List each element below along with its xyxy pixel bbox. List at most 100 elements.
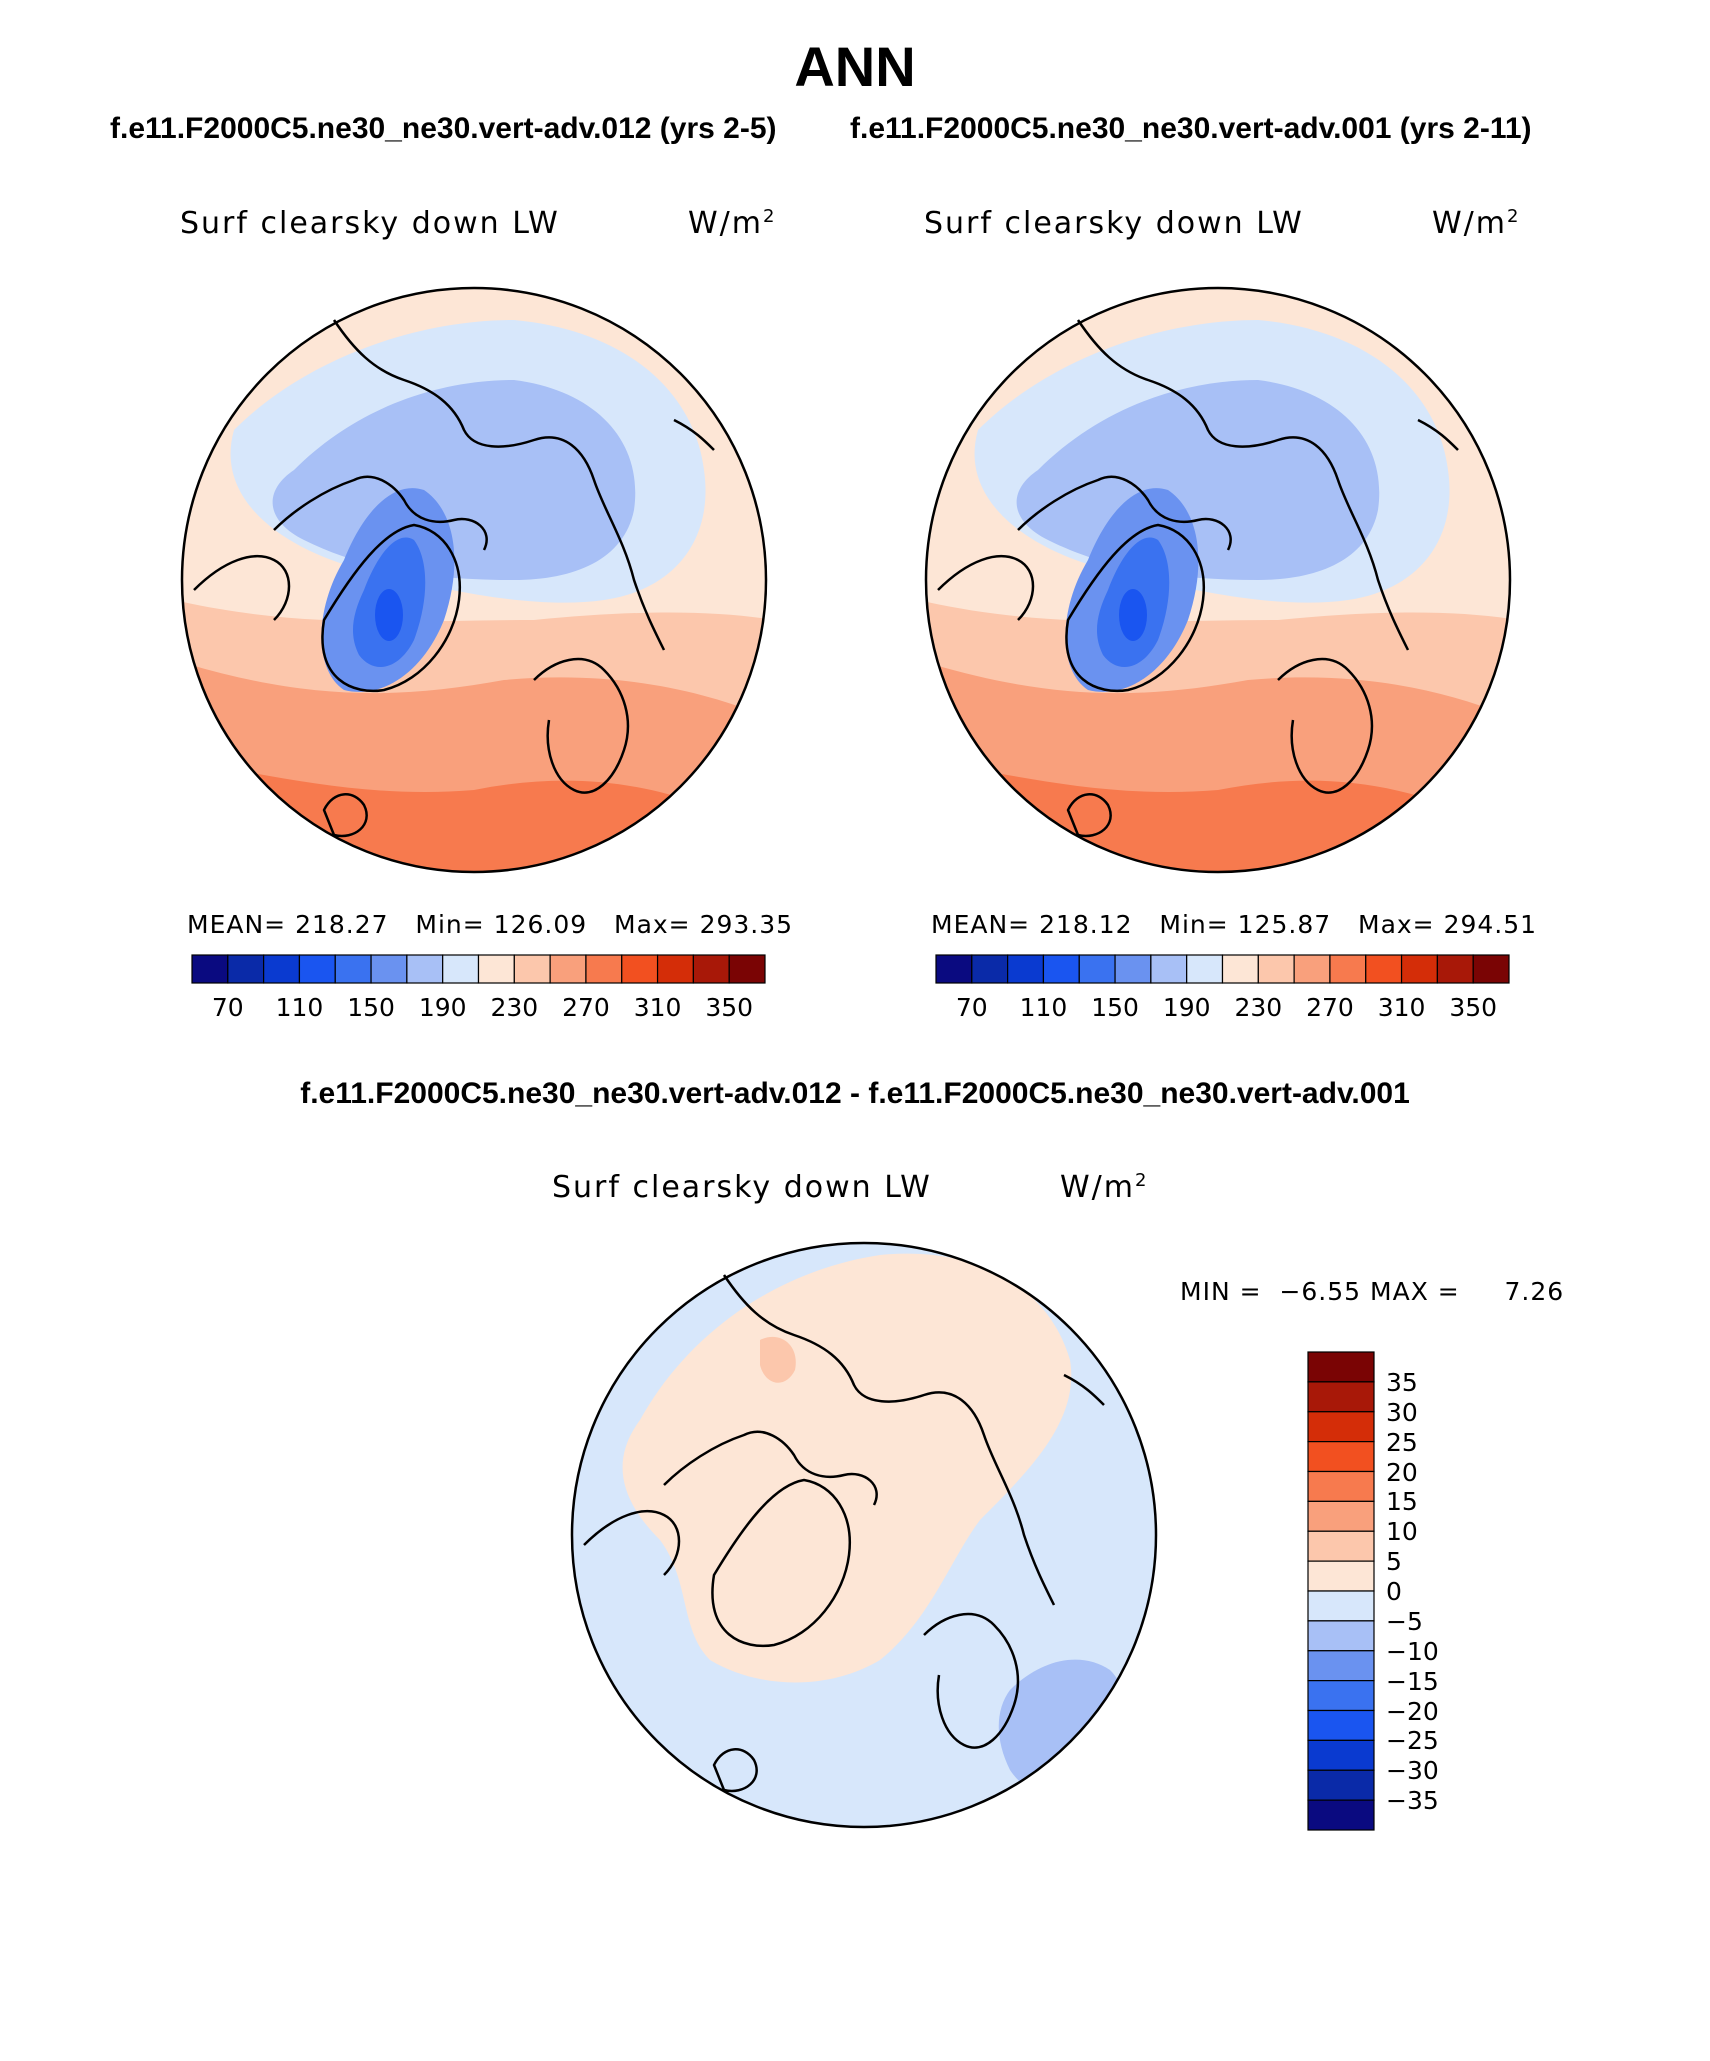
panel2-colorbar-swatch — [1150, 954, 1188, 984]
diff-colorbar-swatch — [1307, 1739, 1375, 1771]
panel2-colorbar-swatch — [1436, 954, 1474, 984]
panel1-colorbar-swatch — [334, 954, 372, 984]
panel1-min-value: 126.09 — [493, 910, 588, 939]
diff-colorbar-tick-label: 15 — [1386, 1487, 1418, 1517]
panel2-colorbar-tick-label: 350 — [1449, 993, 1498, 1022]
diff-colorbar-tick-label: 5 — [1386, 1547, 1402, 1577]
case-title-left: f.e11.F2000C5.ne30_ne30.vert-adv.012 (yr… — [110, 112, 777, 145]
diff-map — [570, 1241, 1158, 1829]
diff-colorbar — [1307, 1351, 1375, 1831]
panel1-colorbar-swatch — [227, 954, 265, 984]
diff-colorbar-swatch — [1307, 1769, 1375, 1801]
diff-colorbar-swatch — [1307, 1560, 1375, 1592]
panel1-colorbar-swatch — [370, 954, 408, 984]
diff-colorbar-tick-label: −25 — [1386, 1726, 1439, 1756]
diff-colorbar-swatch — [1307, 1799, 1375, 1831]
diff-colorbar-swatch — [1307, 1381, 1375, 1413]
panel2-colorbar-swatch — [1329, 954, 1367, 984]
panel2-stats: MEAN= 218.12 Min= 125.87 Max= 294.51 — [931, 910, 1537, 939]
panel1-colorbar-tick-label: 310 — [633, 993, 682, 1022]
panel2-colorbar-swatch — [1472, 954, 1510, 984]
diff-colorbar-swatch — [1307, 1411, 1375, 1443]
panel2-colorbar-tick-label: 70 — [955, 993, 988, 1022]
panel1-colorbar-swatch — [656, 954, 694, 984]
panel1-colorbar-swatch — [585, 954, 623, 984]
panel2-colorbar-tick-label: 270 — [1306, 993, 1354, 1022]
diff-colorbar-tick-label: −35 — [1386, 1786, 1439, 1816]
panel1-colorbar-swatch — [549, 954, 587, 984]
panel2-max-value: 294.51 — [1443, 910, 1538, 939]
panel2-mean-label: MEAN= — [931, 910, 1031, 939]
diff-max-label: MAX = — [1370, 1277, 1460, 1306]
panel1-colorbar-swatch — [728, 954, 766, 984]
panel2-min-label: Min= — [1159, 910, 1229, 939]
panel2-units-label: W/m2 — [1432, 206, 1521, 241]
diff-colorbar-tick-label: −10 — [1386, 1636, 1439, 1666]
diff-colorbar-tick-label: 20 — [1386, 1457, 1418, 1487]
panel2-colorbar-swatch — [1365, 954, 1403, 984]
panel2-min-value: 125.87 — [1237, 910, 1332, 939]
panel2-colorbar-tick-label: 310 — [1377, 993, 1426, 1022]
panel2-map — [924, 286, 1512, 874]
panel1-mean-label: MEAN= — [187, 910, 287, 939]
diff-colorbar-tick-label: 25 — [1386, 1427, 1418, 1457]
panel1-colorbar-swatch — [442, 954, 480, 984]
panel2-colorbar-swatch — [971, 954, 1009, 984]
panel2-colorbar-swatch — [1114, 954, 1152, 984]
panel1-colorbar-tick-label: 150 — [347, 993, 395, 1022]
panel2-colorbar-swatch — [1078, 954, 1116, 984]
panel2-colorbar-swatch — [1293, 954, 1331, 984]
diff-min-value: −6.55 — [1279, 1277, 1362, 1306]
panel1-min-label: Min= — [415, 910, 485, 939]
panel1-colorbar-swatch — [191, 954, 229, 984]
case-title-right: f.e11.F2000C5.ne30_ne30.vert-adv.001 (yr… — [850, 112, 1532, 145]
panel1-colorbar-swatch — [513, 954, 551, 984]
panel1-colorbar-swatch — [406, 954, 444, 984]
diff-colorbar-swatch — [1307, 1590, 1375, 1622]
diff-units-label: W/m2 — [1060, 1170, 1149, 1205]
diff-colorbar-swatch — [1307, 1620, 1375, 1652]
panel1-colorbar-tick-label: 110 — [275, 993, 324, 1022]
diff-max-value: 7.26 — [1504, 1277, 1565, 1306]
difference-title: f.e11.F2000C5.ne30_ne30.vert-adv.012 - f… — [300, 1077, 1410, 1110]
diff-colorbar-swatch — [1307, 1470, 1375, 1502]
panel2-variable-label: Surf clearsky down LW — [924, 206, 1304, 241]
panel2-colorbar-tick-label: 190 — [1162, 993, 1211, 1022]
panel2-colorbar-swatch — [1042, 954, 1080, 984]
panel2-colorbar-swatch — [1400, 954, 1438, 984]
panel1-colorbar-swatch — [621, 954, 659, 984]
diff-colorbar-swatch — [1307, 1500, 1375, 1532]
panel1-max-label: Max= — [614, 910, 691, 939]
diff-colorbar-tick-label: −15 — [1386, 1666, 1439, 1696]
panel2-colorbar-tick-label: 230 — [1234, 993, 1283, 1022]
diff-colorbar-tick-label: −20 — [1386, 1696, 1439, 1726]
diff-min-label: MIN = — [1180, 1277, 1262, 1306]
panel2-colorbar-swatch — [1257, 954, 1295, 984]
diff-colorbar-tick-label: 35 — [1386, 1367, 1418, 1397]
panel1-stats: MEAN= 218.27 Min= 126.09 Max= 293.35 — [187, 910, 793, 939]
panel1-units-label: W/m2 — [688, 206, 777, 241]
diff-colorbar-swatch — [1307, 1650, 1375, 1682]
panel1-colorbar-swatch — [263, 954, 301, 984]
panel1-colorbar-swatch — [692, 954, 730, 984]
panel2-colorbar-swatch — [1221, 954, 1259, 984]
panel1-variable-label: Surf clearsky down LW — [180, 206, 560, 241]
panel2-colorbar-tick-label: 150 — [1091, 993, 1139, 1022]
panel2-colorbar — [935, 954, 1510, 984]
panel1-colorbar — [191, 954, 766, 984]
panel2-colorbar-swatch — [1007, 954, 1045, 984]
panel1-colorbar-tick-label: 350 — [705, 993, 754, 1022]
diff-colorbar-swatch — [1307, 1680, 1375, 1712]
diff-colorbar-swatch — [1307, 1709, 1375, 1741]
panel2-colorbar-swatch — [1186, 954, 1224, 984]
panel2-max-label: Max= — [1358, 910, 1435, 939]
panel1-colorbar-tick-label: 270 — [562, 993, 610, 1022]
diff-stats: MIN = −6.55 MAX = 7.26 — [1180, 1277, 1564, 1306]
panel2-colorbar-swatch — [935, 954, 973, 984]
panel2-colorbar-tick-label: 110 — [1019, 993, 1068, 1022]
diff-colorbar-tick-label: 30 — [1386, 1397, 1418, 1427]
diff-colorbar-tick-label: −30 — [1386, 1756, 1439, 1786]
panel1-max-value: 293.35 — [699, 910, 794, 939]
panel1-map — [180, 286, 768, 874]
